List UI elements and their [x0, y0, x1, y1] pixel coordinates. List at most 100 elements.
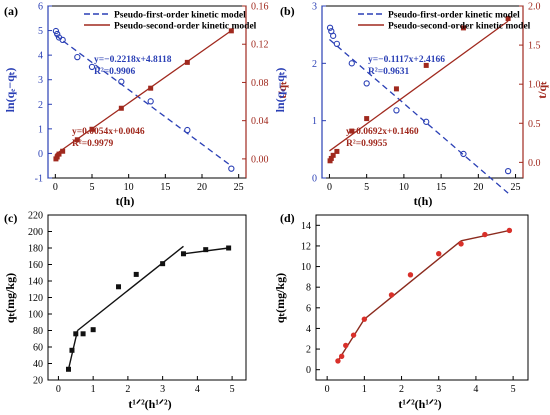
x-tick-label: 0 [327, 182, 332, 193]
data-point [348, 60, 355, 67]
y-tick-label: 3 [38, 75, 43, 86]
y-axis-title: qₜ(mg/kg) [3, 273, 17, 323]
panel-label: (c) [4, 211, 17, 225]
y-tick-label: 160 [28, 260, 43, 271]
y-tick-label: 12 [301, 241, 311, 252]
y-tick-label: 120 [28, 293, 43, 304]
data-point [326, 24, 334, 31]
first-order-equation: y=−0.1117x+2.4166 [368, 55, 445, 65]
y-right-tick-label: 1.0 [528, 80, 541, 91]
data-point [118, 78, 125, 85]
second-order-r2: R²=0.9955 [346, 139, 387, 149]
x-tick-label: 2 [125, 384, 130, 395]
y-tick-label: 3 [312, 2, 317, 13]
y-tick-label: 5 [38, 26, 43, 37]
data-point [74, 53, 81, 61]
data-point [54, 30, 61, 38]
y-tick-label: 6 [306, 303, 311, 314]
panel-a: 0 5 10 15 20 25 -1 0 1 2 3 4 5 6 0.00 0.04 0.08 0.12 0.16 P… [3, 2, 289, 209]
data-point [73, 331, 79, 337]
data-point [363, 80, 370, 87]
x-tick-label: 10 [399, 182, 409, 193]
data-point [423, 118, 430, 125]
data-point [335, 358, 341, 364]
y-tick-label: 40 [33, 359, 43, 370]
data-point [388, 292, 395, 298]
x-tick-label: 15 [436, 182, 446, 193]
data-point [184, 126, 191, 134]
data-point [228, 28, 234, 34]
y-tick-label: 2 [312, 59, 317, 70]
panel-c: 0 1 2 3 4 5 20 40 60 80 100 120 140 160 180 200 220 t¹ᐟ²(… [3, 211, 247, 411]
y-tick-label: 4 [38, 51, 43, 62]
data-point [338, 353, 345, 359]
data-point [334, 148, 340, 154]
y-right-tick-label: 0.5 [528, 119, 541, 130]
y-right-tick-label: 1.5 [528, 41, 541, 52]
data-point [56, 151, 62, 157]
plot-frame [47, 214, 247, 381]
data-point [69, 347, 75, 353]
data-point [436, 250, 442, 257]
x-tick-label: 4 [473, 384, 478, 395]
data-point [74, 137, 80, 143]
data-point [333, 40, 341, 47]
data-point [460, 25, 466, 31]
data-point [80, 331, 86, 337]
data-point [59, 36, 66, 44]
data-point [504, 167, 512, 175]
x-tick-label: 3 [436, 384, 441, 395]
second-order-equation: y=0.0054x+0.0046 [72, 127, 145, 137]
second-order-fit-line [54, 30, 232, 156]
y-tick-label: 1 [38, 124, 43, 135]
data-point [226, 245, 232, 251]
x-tick-label: 0 [325, 384, 330, 395]
x-tick-label: 0 [53, 182, 58, 193]
x-tick-label: 25 [234, 182, 244, 193]
legend-first-label: Pseudo-first-order kinetic model [388, 11, 520, 21]
data-point [506, 227, 513, 234]
data-point [54, 154, 60, 160]
x-tick-label: 25 [511, 182, 521, 193]
panel-label: (a) [4, 4, 18, 18]
y-tick-label: 8 [306, 283, 311, 294]
data-point [88, 63, 96, 71]
y-tick-label: 1 [312, 116, 317, 127]
data-point [203, 247, 209, 253]
data-point [393, 86, 399, 92]
data-point [460, 150, 467, 158]
y-right-tick-label: 2.0 [528, 2, 541, 13]
data-point [60, 148, 66, 154]
y-tick-label: 200 [28, 227, 43, 238]
second-order-fit-line [329, 20, 509, 152]
data-point [148, 85, 154, 91]
y-tick-label: 20 [33, 376, 43, 387]
first-order-equation: y=−0.2218x+4.8118 [94, 55, 172, 65]
x-tick-label: 2 [399, 384, 404, 395]
y-tick-label: 2 [306, 345, 311, 356]
data-point [364, 116, 370, 122]
y-tick-label: 0 [306, 365, 311, 376]
data-point [330, 32, 337, 39]
data-point [228, 165, 235, 172]
panel-label: (b) [280, 4, 295, 18]
y-right-tick-label: 0.16 [251, 2, 269, 13]
data-point [133, 271, 139, 277]
y-tick-label: 2 [38, 100, 43, 111]
data-point [160, 261, 166, 267]
data-point [116, 284, 122, 290]
legend-second-label: Pseudo-second-order kinetic model [388, 22, 531, 32]
x-tick-label: 1 [362, 384, 367, 395]
y-right-tick-label: 0.04 [251, 116, 269, 127]
data-point [330, 152, 336, 158]
x-tick-label: 10 [124, 182, 134, 193]
y-tick-label: 0 [312, 174, 317, 185]
x-axis-title: t(h) [116, 194, 135, 208]
data-point [505, 16, 511, 22]
y-tick-label: 14 [301, 221, 311, 232]
first-order-r2: R²=0.9906 [94, 67, 135, 77]
data-point [90, 327, 96, 333]
y-right-tick-label: 0.12 [251, 40, 269, 51]
